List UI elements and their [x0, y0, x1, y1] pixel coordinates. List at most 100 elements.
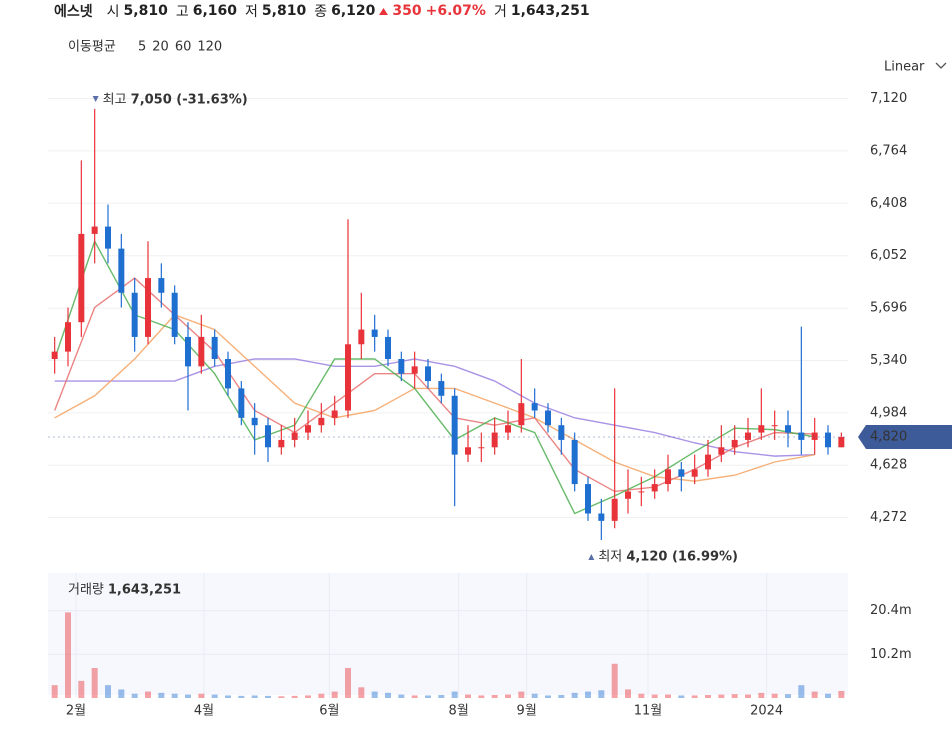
y-tick-label: 4,628 — [870, 458, 907, 473]
volume-bar — [398, 694, 405, 698]
volume-bar — [465, 694, 471, 698]
candle-body — [291, 432, 298, 440]
volume-bar — [238, 695, 245, 698]
candle-body — [305, 425, 311, 433]
volume-bar — [611, 663, 618, 698]
volume-bar — [278, 696, 285, 698]
volume-bar — [358, 687, 365, 698]
volume-bar — [625, 689, 631, 698]
header: 에스넷 시 5,810 고 6,160 저 5,810 종 6,120 350 +6.0… — [54, 1, 590, 21]
x-tick-label: 6월 — [319, 704, 339, 719]
volume-tick-label: 20.4m — [870, 603, 912, 618]
max-annotation-value: 7,050 (-31.63%) — [131, 93, 248, 108]
candle-body — [238, 388, 245, 418]
candle-body — [638, 491, 645, 493]
volume-bar — [665, 694, 671, 698]
volume-bar — [91, 668, 98, 698]
candle-body — [451, 395, 458, 455]
volume-bar — [345, 668, 351, 698]
candle-body — [558, 425, 565, 440]
volume-bar — [651, 694, 658, 698]
candle-body — [91, 226, 98, 234]
y-tick-label: 6,052 — [870, 248, 907, 263]
candle-body — [838, 436, 845, 448]
volume-bar — [718, 694, 725, 698]
volume-bar — [65, 612, 71, 698]
volume-bar — [558, 695, 565, 698]
candle-body — [545, 410, 551, 426]
candle-body — [198, 336, 205, 367]
volume-bar — [171, 693, 178, 698]
y-tick-label: 4,984 — [870, 405, 907, 420]
volume-bar — [638, 693, 645, 698]
min-marker — [588, 553, 595, 560]
change-pct: +6.07% — [425, 3, 486, 19]
min-annotation-value: 4,120 (16.99%) — [626, 549, 738, 564]
x-tick-label: 8월 — [449, 704, 469, 719]
candle-body — [625, 491, 631, 499]
candle-body — [225, 358, 231, 389]
volume-bar — [425, 695, 431, 698]
ma-legend-entry: 120 — [197, 40, 222, 55]
volume-bar — [545, 695, 551, 698]
dropdown-icon[interactable] — [935, 62, 947, 69]
ohlc-label: 시 — [106, 4, 120, 20]
candle-body — [665, 469, 671, 485]
up-arrow — [379, 7, 389, 15]
moving-average-line — [54, 314, 815, 482]
volume-bar — [691, 695, 698, 698]
ma-legend-label: 이동평균 — [68, 40, 116, 55]
candle-body — [118, 248, 125, 293]
ohlc-value: 6,160 — [192, 3, 238, 19]
candle-body — [65, 322, 71, 352]
change: 350 — [392, 3, 422, 19]
volume-bar — [678, 695, 685, 698]
candle-body — [371, 329, 378, 337]
volume-bar — [251, 695, 258, 698]
y-tick-label: 4,272 — [870, 510, 907, 525]
volume-bar — [811, 691, 818, 698]
volume-bar — [825, 693, 831, 698]
candle-body — [251, 417, 258, 426]
candle-body — [505, 425, 511, 433]
volume-bar — [505, 694, 511, 698]
candle-body — [438, 381, 445, 396]
ohlc-label: 고 — [175, 4, 189, 20]
volume-bar — [745, 694, 751, 698]
ohlc-value: 5,810 — [261, 3, 307, 19]
candle-body — [425, 366, 431, 382]
x-tick-label: 2024 — [750, 704, 783, 719]
max-marker — [92, 96, 99, 102]
volume-bar — [158, 692, 165, 698]
candle-body — [651, 484, 658, 492]
x-tick-label: 9월 — [517, 704, 537, 719]
candle-body — [611, 498, 618, 521]
candle-body — [131, 292, 138, 337]
volume-bar — [225, 695, 231, 698]
ohlc-value: 5,810 — [123, 3, 168, 19]
volume-value: 1,643,251 — [510, 3, 590, 19]
candle-body — [185, 336, 191, 367]
y-tick-label: 6,764 — [870, 143, 907, 158]
volume-bar — [78, 680, 85, 698]
moving-average-line — [54, 277, 815, 493]
volume-bar — [198, 693, 205, 698]
candle-body — [465, 447, 471, 455]
candle-body — [78, 233, 85, 323]
scale-toggle[interactable]: Linear — [884, 60, 925, 75]
candle-body — [105, 226, 111, 249]
volume-bar — [318, 693, 325, 698]
volume-panel-label: 거래량 — [68, 583, 104, 598]
volume-bar — [451, 691, 458, 698]
candle-body — [691, 469, 698, 477]
ma-legend-entry: 60 — [175, 40, 192, 55]
candle-body — [705, 454, 711, 470]
volume-bar — [131, 693, 138, 698]
ma-legend-entry: 20 — [152, 40, 169, 55]
candle-body — [518, 403, 525, 426]
candle-body — [585, 484, 591, 514]
volume-bar — [371, 691, 378, 698]
candle-body — [278, 439, 285, 448]
candle-body — [571, 439, 578, 485]
